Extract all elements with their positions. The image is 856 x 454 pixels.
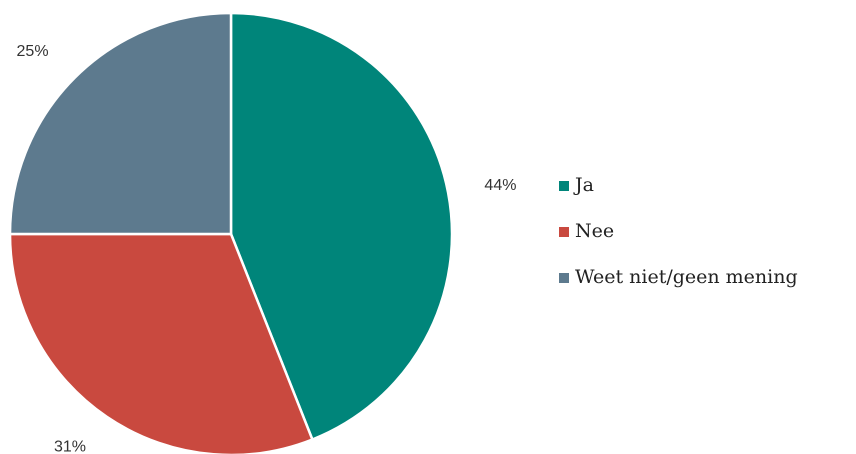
pie-slices bbox=[8, 11, 454, 454]
legend-label-2: Nee bbox=[575, 220, 614, 242]
slice-labels: 44% 31% 25% bbox=[17, 43, 517, 454]
legend: Ja Nee Weet niet/geen mening bbox=[559, 174, 798, 288]
slice-label-1: 44% bbox=[484, 177, 516, 194]
slice-label-2: 31% bbox=[54, 439, 86, 454]
legend-label-3: Weet niet/geen mening bbox=[575, 266, 798, 288]
legend-label-1: Ja bbox=[573, 174, 594, 196]
pie-slice-2 bbox=[8, 232, 314, 454]
pie-slice-1 bbox=[229, 11, 454, 441]
pie-slice-3 bbox=[8, 11, 233, 236]
legend-swatch-2 bbox=[559, 227, 569, 237]
legend-swatch-1 bbox=[559, 181, 569, 191]
slice-label-3: 25% bbox=[17, 43, 49, 60]
legend-swatch-3 bbox=[559, 273, 569, 283]
